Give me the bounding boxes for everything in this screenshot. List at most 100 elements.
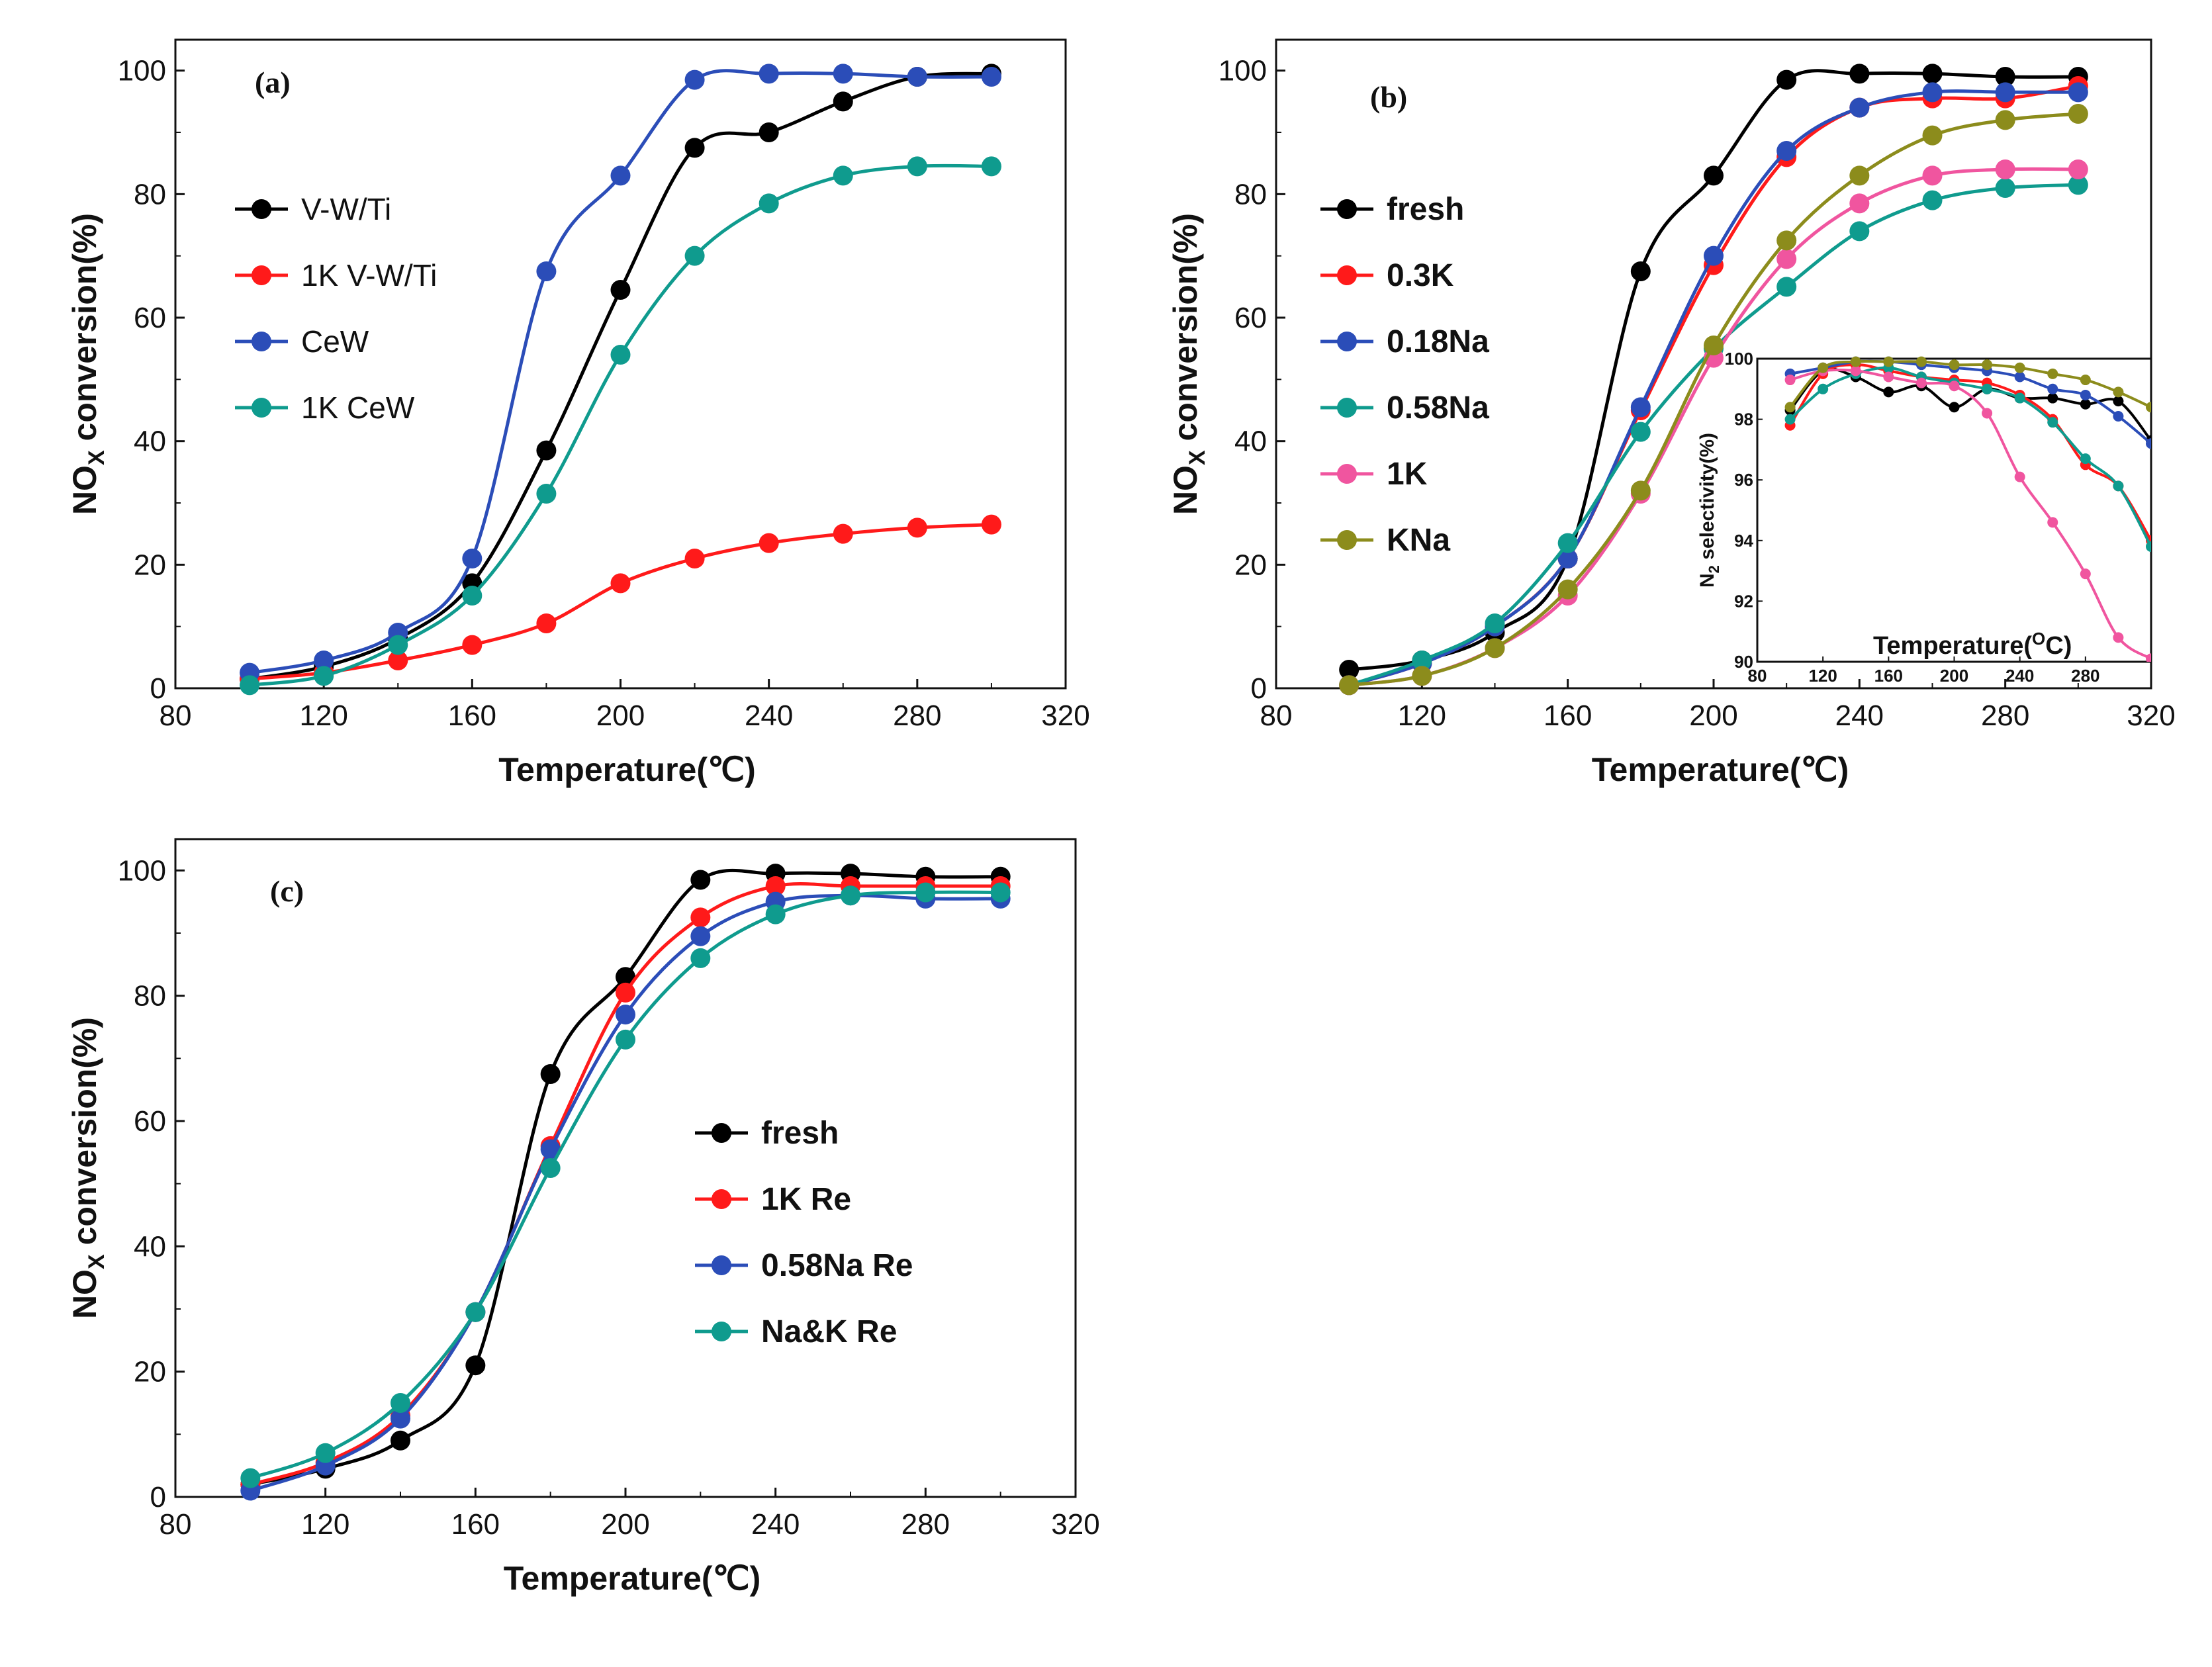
- x-tick-label: 80: [1260, 699, 1293, 732]
- y-axis-title-main: NO: [1167, 465, 1204, 515]
- data-point: [690, 907, 711, 928]
- inset-y-title-pre: N: [1696, 573, 1718, 588]
- series-line-3: [249, 163, 991, 687]
- legend-label: 0.58Na Re: [761, 1248, 913, 1283]
- data-point: [1557, 533, 1578, 553]
- inset-data-point: [2014, 471, 2025, 482]
- data-point: [616, 982, 635, 1003]
- legend-marker: [1337, 199, 1357, 219]
- inset-y-title-sub: 2: [1706, 565, 1722, 573]
- x-axis-title: Temperature(℃): [498, 751, 756, 788]
- data-point: [391, 1393, 410, 1413]
- data-point: [1704, 336, 1724, 355]
- inset-data-point: [2014, 392, 2025, 404]
- data-point: [1776, 249, 1797, 269]
- data-point: [1995, 159, 2015, 179]
- data-point: [684, 69, 705, 90]
- inset-data-point: [1850, 356, 1861, 367]
- x-tick-label: 280: [893, 699, 941, 732]
- inset-data-point: [2080, 568, 2091, 580]
- inset-series-group: [1784, 356, 2151, 662]
- inset-data-point: [1915, 377, 1927, 388]
- data-point: [536, 440, 557, 461]
- inset-data-point: [1883, 386, 1894, 398]
- data-point: [759, 64, 779, 84]
- x-tick-label: 320: [1041, 699, 1089, 732]
- data-point: [1849, 193, 1870, 214]
- inset-data-point: [1949, 381, 1960, 392]
- data-point: [465, 1355, 486, 1376]
- y-tick-label: 100: [118, 55, 166, 87]
- data-point: [1485, 613, 1505, 633]
- data-point: [388, 635, 408, 655]
- panel-label: (b): [1370, 80, 1407, 114]
- x-tick-label: 200: [596, 699, 645, 732]
- inset-y-tick-label: 100: [1725, 349, 1753, 369]
- inset-data-point: [1850, 365, 1861, 377]
- inset-y-tick-label: 96: [1734, 470, 1753, 490]
- data-point: [616, 1005, 635, 1025]
- series-line-0: [250, 868, 1001, 1486]
- inset-data-point: [2113, 480, 2124, 492]
- data-point: [759, 193, 779, 214]
- y-axis-title-rest: conversion(%): [66, 213, 103, 450]
- data-point: [1995, 82, 2015, 103]
- legend-marker: [1337, 398, 1357, 418]
- data-point: [1995, 178, 2015, 198]
- data-point: [981, 67, 1001, 87]
- inset-data-point: [2146, 402, 2151, 413]
- legend-label: V-W/Ti: [301, 192, 391, 226]
- inset-y-title-rest: selectivity(%): [1696, 433, 1718, 565]
- panel-a-chart: 80 120 160 200 240 280 320 0 20 40 60 80 100 Temperat…: [66, 38, 1090, 788]
- data-point: [391, 1430, 410, 1451]
- data-point: [610, 345, 631, 365]
- data-point: [1922, 82, 1943, 103]
- inset-x-title-end: C): [2045, 632, 2072, 660]
- panel-label: (c): [270, 874, 304, 908]
- data-point: [616, 967, 635, 987]
- data-point: [240, 1468, 261, 1488]
- data-point: [315, 1443, 336, 1463]
- data-point: [1557, 549, 1578, 568]
- data-point: [1630, 261, 1651, 281]
- inset-data-point: [1982, 408, 1993, 419]
- data-point: [907, 518, 927, 538]
- inset-data-point: [1883, 371, 1894, 383]
- data-point: [1849, 64, 1870, 84]
- x-tick-label: 240: [745, 699, 793, 732]
- legend-marker: [252, 265, 271, 285]
- legend-label: 0.58Na: [1387, 390, 1489, 426]
- inset-data-point: [2080, 375, 2091, 386]
- data-point: [1922, 190, 1943, 210]
- inset-data-point: [2047, 383, 2058, 394]
- data-point: [907, 156, 927, 177]
- y-tick-label: 20: [134, 549, 166, 581]
- inset-data-point: [1784, 414, 1796, 425]
- y-axis-title-sub: X: [84, 450, 109, 465]
- x-tick-label: 320: [2127, 699, 2175, 732]
- data-point: [907, 67, 927, 87]
- x-tick-label: 160: [448, 699, 496, 732]
- data-point: [981, 514, 1001, 535]
- inset-x-tick-label: 120: [1808, 666, 1837, 686]
- inset-y-tick-label: 92: [1734, 591, 1753, 611]
- y-axis-title-main: NO: [66, 1269, 103, 1319]
- x-tick-label: 160: [1544, 699, 1592, 732]
- legend-label: fresh: [1387, 192, 1464, 227]
- inset-y-tick-label: 90: [1734, 652, 1753, 672]
- inset-data-point: [1818, 362, 1829, 373]
- data-point: [1776, 69, 1797, 90]
- x-tick-label: 160: [451, 1508, 500, 1541]
- x-tick-label: 80: [160, 699, 192, 732]
- x-tick-label: 240: [1835, 699, 1884, 732]
- data-point: [462, 549, 483, 568]
- data-point: [1557, 579, 1578, 600]
- legend-label: 0.18Na: [1387, 324, 1489, 359]
- data-point: [1849, 165, 1870, 186]
- data-point: [759, 533, 779, 553]
- data-point: [240, 675, 260, 696]
- data-point: [2068, 159, 2088, 179]
- legend-label: 1K: [1387, 457, 1428, 492]
- data-point: [1630, 397, 1651, 418]
